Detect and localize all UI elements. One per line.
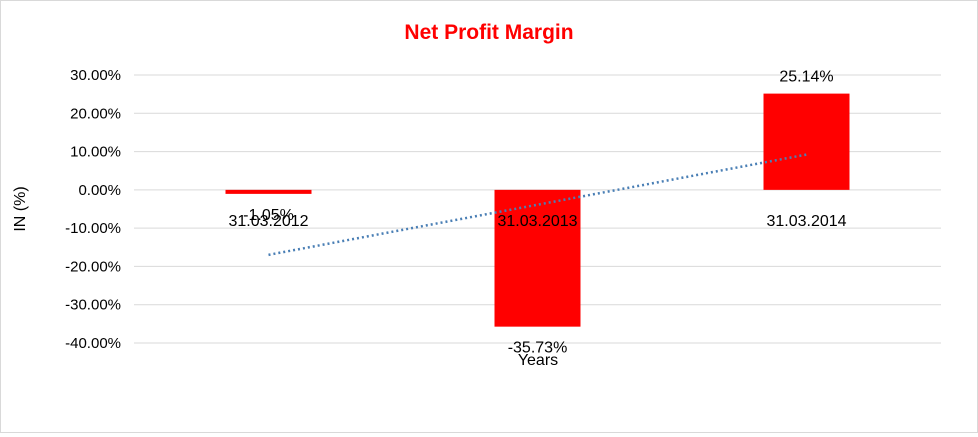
y-tick-label: -30.00%	[65, 297, 121, 314]
category-labels: 31.03.2012 31.03.2013 31.03.2014	[228, 213, 846, 230]
bar	[763, 93, 850, 190]
y-tick-label: -10.00%	[65, 220, 121, 237]
y-axis-title: IN (%)	[12, 186, 29, 231]
category-label: 31.03.2012	[228, 213, 308, 230]
data-labels: -1.05% -35.73% 25.14%	[243, 69, 833, 357]
category-label: 31.03.2014	[766, 213, 846, 230]
data-label: 25.14%	[779, 69, 833, 86]
trendline-line	[268, 153, 807, 257]
bar	[494, 189, 581, 327]
bar	[225, 189, 312, 194]
category-label: 31.03.2013	[497, 213, 577, 230]
y-tick-label: 0.00%	[78, 182, 121, 199]
bars	[225, 93, 850, 327]
y-axis-ticks: 30.00% 20.00% 10.00% 0.00% -10.00% -20.00% -30…	[65, 67, 121, 352]
trendline	[268, 153, 807, 257]
y-tick-label: 20.00%	[70, 105, 121, 122]
data-label: -1.05%	[243, 207, 294, 224]
y-tick-label: -40.00%	[65, 335, 121, 352]
y-tick-label: 30.00%	[70, 67, 121, 84]
chart-title: Net Profit Margin	[404, 21, 573, 44]
data-label: -35.73%	[508, 340, 568, 357]
x-axis-title: Years	[518, 352, 558, 369]
y-tick-label: 10.00%	[70, 144, 121, 161]
y-tick-label: -20.00%	[65, 258, 121, 275]
